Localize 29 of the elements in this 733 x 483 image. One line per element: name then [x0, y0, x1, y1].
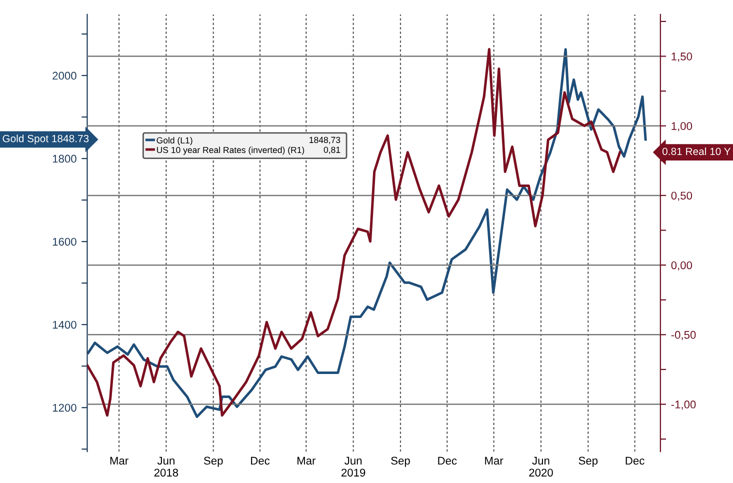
x-tick-label: Jun 2018: [154, 456, 178, 477]
x-tick-label: Mar: [297, 456, 316, 465]
legend-label: Gold (L1): [156, 137, 192, 146]
x-tick-label: Jun 2019: [342, 456, 366, 477]
x-tick-label: Jun 2020: [529, 456, 553, 477]
x-tick-label: Mar: [110, 456, 128, 465]
y-tick-label: 1600: [52, 238, 76, 246]
x-tick-label: Dec: [438, 456, 457, 465]
x-tick-label: Sep: [391, 456, 410, 467]
x-tick-label: Dec: [251, 456, 270, 465]
y2-tick-label: -0,50: [671, 330, 696, 340]
y2-tick-label: 1,50: [672, 52, 692, 62]
y2-tick-label: -1,00: [671, 400, 696, 410]
y2-tick-label: 1,00: [672, 122, 692, 132]
y-tick-label: 1400: [52, 320, 76, 329]
y2-tick-label: 0,00: [671, 261, 692, 271]
x-tick-label: Dec: [626, 456, 644, 465]
x-tick-label: Sep: [204, 456, 223, 467]
annotation: 1848,73: [310, 136, 340, 144]
legend-label: US 10 year Real Rates (inverted) (R1): [156, 146, 304, 155]
y-tick-label: 2000: [52, 72, 76, 80]
annotation: Gold Spot 1848.73: [2, 134, 89, 144]
annotation: 0,81: [324, 146, 340, 154]
y-tick-label: 1200: [52, 404, 76, 412]
x-tick-label: Sep: [578, 456, 598, 467]
y-tick-label: 1800: [52, 154, 76, 163]
y2-tick-label: 0,50: [671, 192, 692, 201]
x-tick-label: Mar: [485, 456, 504, 465]
text: 0.81 Real 10 Y: [662, 147, 731, 156]
